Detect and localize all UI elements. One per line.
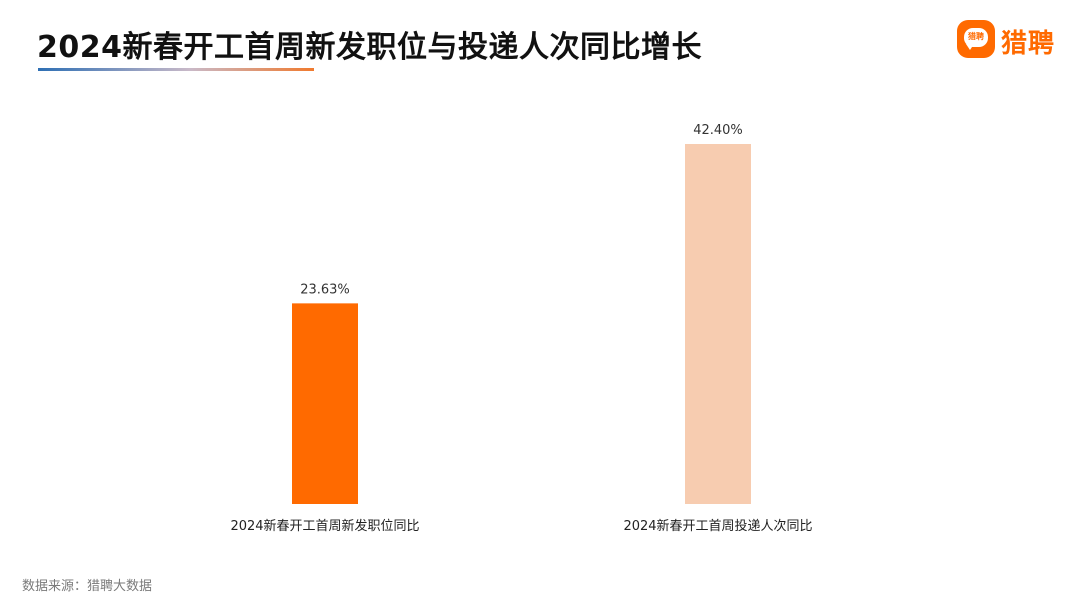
category-label-2: 2024新春开工首周投递人次同比 [623, 518, 812, 534]
category-label-1: 2024新春开工首周新发职位同比 [230, 518, 419, 534]
page-title: 2024新春开工首周新发职位与投递人次同比增长 [37, 30, 702, 65]
data-source-note: 数据来源：猎聘大数据 [22, 579, 153, 594]
brand-logo: 猎聘 猎聘 [957, 20, 1067, 60]
logo-bubble-tail [966, 44, 974, 50]
bar-2 [685, 144, 751, 504]
bar-1 [292, 303, 358, 504]
bar-value-label-2: 42.40% [693, 123, 743, 138]
logo-bubble [964, 28, 988, 47]
title-underline [38, 68, 314, 71]
logo-brand-text: 猎聘 [1001, 29, 1056, 59]
logo-badge-text: 猎聘 [968, 32, 984, 41]
bar-value-label-1: 23.63% [300, 282, 350, 297]
